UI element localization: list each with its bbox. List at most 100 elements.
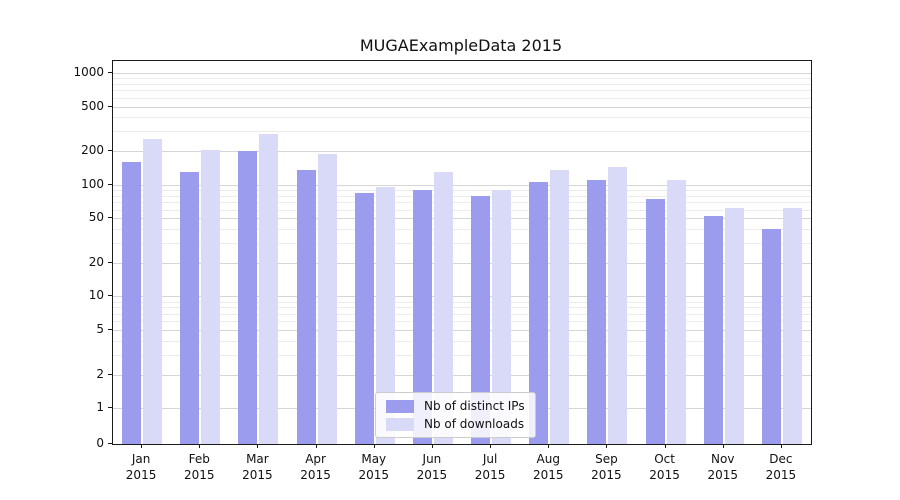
x-tick-label-aug: Aug 2015	[516, 451, 580, 483]
bar-downloads-may	[375, 187, 395, 444]
bar-downloads-aug	[550, 170, 570, 444]
x-tick-mark-may	[373, 444, 375, 448]
x-tick-year-dec: 2015	[765, 468, 797, 482]
y-tick-label-50: 50	[88, 210, 104, 225]
x-tick-month-jun: Jun	[422, 452, 442, 466]
gridline-minor-8	[113, 307, 811, 309]
x-tick-year-jan: 2015	[125, 468, 157, 482]
x-tick-label-jul: Jul 2015	[458, 451, 522, 483]
plot-area: Nb of distinct IPs Nb of downloads	[112, 60, 812, 445]
legend-label-distinct-ips: Nb of distinct IPs	[424, 399, 525, 413]
bar-distinct-ips-aug	[529, 182, 549, 444]
y-tick-mark-20	[108, 261, 112, 263]
y-tick-label-1000: 1000	[73, 65, 104, 79]
x-tick-year-mar: 2015	[242, 468, 273, 482]
y-tick-mark-500	[108, 105, 112, 107]
gridline-minor-800	[113, 83, 811, 85]
y-tick-label-2: 2	[96, 366, 104, 381]
x-tick-year-feb: 2015	[183, 468, 215, 482]
bar-distinct-ips-oct	[645, 198, 665, 444]
gridline-5	[113, 330, 811, 332]
gridline-minor-90	[113, 189, 811, 191]
legend: Nb of distinct IPs Nb of downloads	[375, 392, 536, 438]
y-tick-mark-1	[108, 407, 112, 409]
bar-distinct-ips-dec	[761, 229, 781, 444]
x-tick-mark-apr	[315, 444, 317, 448]
gridline-50	[113, 218, 811, 220]
x-tick-month-sep: Sep	[595, 452, 618, 466]
x-tick-year-oct: 2015	[649, 468, 680, 482]
gridline-minor-4	[113, 340, 811, 342]
gridline-minor-40	[113, 229, 811, 231]
x-tick-label-nov: Nov 2015	[691, 451, 755, 483]
bar-distinct-ips-may	[354, 192, 374, 444]
x-tick-mark-jun	[431, 444, 433, 448]
bar-downloads-dec	[782, 207, 802, 444]
y-tick-mark-200	[108, 150, 112, 152]
gridline-minor-7	[113, 313, 811, 315]
x-tick-mark-nov	[722, 444, 724, 448]
x-tick-mark-oct	[664, 444, 666, 448]
legend-swatch-distinct-ips	[386, 399, 414, 413]
x-tick-label-mar: Mar 2015	[225, 451, 289, 483]
bar-distinct-ips-jan	[122, 161, 142, 444]
gridline-20	[113, 262, 811, 264]
y-tick-label-0: 0	[96, 436, 104, 450]
gridline-100	[113, 184, 811, 186]
bar-downloads-sep	[608, 166, 628, 444]
x-tick-month-nov: Nov	[711, 452, 735, 466]
gridline-500	[113, 106, 811, 108]
x-tick-month-dec: Dec	[769, 452, 793, 466]
bar-downloads-jan	[143, 139, 163, 444]
bar-downloads-jul	[492, 189, 512, 444]
bar-distinct-ips-nov	[703, 216, 723, 444]
y-tick-mark-50	[108, 217, 112, 219]
x-tick-year-jul: 2015	[474, 468, 506, 482]
x-tick-year-apr: 2015	[300, 468, 331, 482]
legend-label-downloads: Nb of downloads	[424, 417, 525, 431]
gridline-minor-400	[113, 117, 811, 119]
y-tick-mark-0	[108, 443, 112, 444]
y-tick-mark-1000	[108, 72, 112, 73]
y-tick-mark-2	[108, 373, 112, 375]
x-tick-year-aug: 2015	[532, 468, 564, 482]
x-tick-label-jan: Jan 2015	[109, 451, 173, 483]
x-tick-mark-aug	[548, 444, 550, 448]
bar-downloads-apr	[317, 153, 337, 444]
x-tick-month-oct: Oct	[654, 452, 675, 466]
x-tick-year-jun: 2015	[416, 468, 448, 482]
bar-distinct-ips-feb	[180, 172, 200, 444]
x-tick-label-sep: Sep 2015	[574, 451, 638, 483]
gridline-minor-80	[113, 195, 811, 197]
x-tick-month-jan: Jan	[131, 452, 151, 466]
y-tick-mark-10	[108, 295, 112, 297]
x-tick-month-mar: Mar	[246, 452, 269, 466]
gridline-minor-9	[113, 301, 811, 303]
x-tick-label-feb: Feb 2015	[167, 451, 231, 483]
x-tick-label-may: May 2015	[342, 451, 406, 483]
legend-item-downloads: Nb of downloads	[386, 417, 525, 431]
x-tick-month-may: May	[361, 452, 387, 466]
x-tick-mark-dec	[780, 444, 782, 448]
gridline-minor-900	[113, 78, 811, 80]
bar-downloads-mar	[259, 133, 279, 444]
y-tick-label-500: 500	[81, 98, 104, 113]
x-tick-label-apr: Apr 2015	[284, 451, 348, 483]
x-tick-month-apr: Apr	[305, 452, 326, 466]
y-tick-label-200: 200	[81, 143, 104, 158]
gridline-minor-3	[113, 354, 811, 356]
bar-distinct-ips-apr	[296, 170, 316, 444]
gridline-200	[113, 151, 811, 153]
y-tick-label-1: 1	[96, 400, 104, 415]
y-tick-label-100: 100	[81, 176, 104, 191]
x-tick-label-dec: Dec 2015	[749, 451, 813, 483]
legend-item-distinct-ips: Nb of distinct IPs	[386, 399, 525, 413]
gridline-minor-600	[113, 97, 811, 99]
y-tick-label-10: 10	[88, 288, 104, 303]
y-tick-mark-5	[108, 329, 112, 331]
bar-downloads-jun	[433, 172, 453, 444]
x-tick-mark-mar	[257, 444, 259, 448]
gridline-minor-700	[113, 90, 811, 92]
x-tick-year-sep: 2015	[591, 468, 622, 482]
gridline-10	[113, 296, 811, 298]
